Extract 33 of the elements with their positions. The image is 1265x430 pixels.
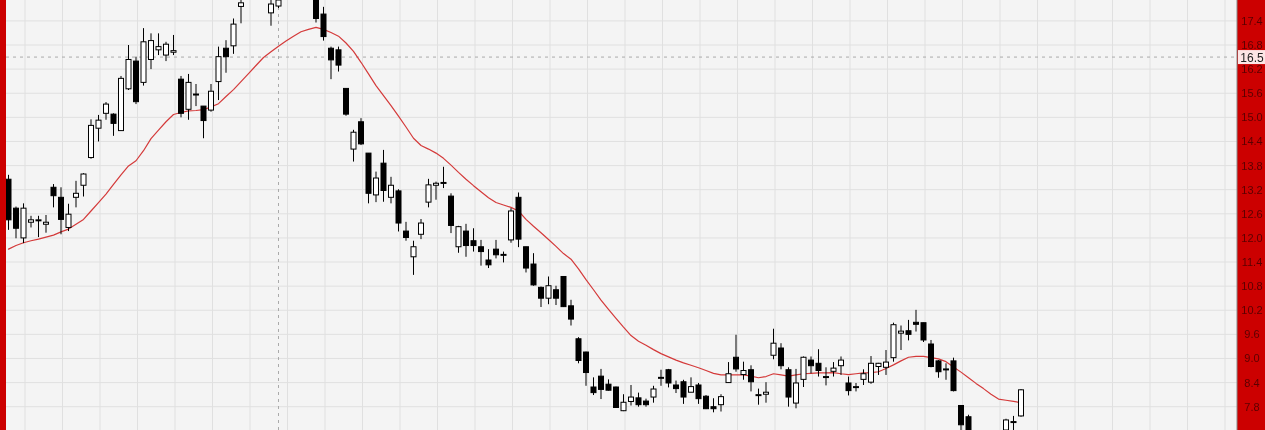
- y-tick-label: 13.8: [1241, 159, 1263, 172]
- y-tick-label: 16.8: [1241, 39, 1263, 52]
- candlestick: [718, 393, 724, 413]
- candlestick: [733, 334, 739, 373]
- candlestick: [73, 180, 79, 208]
- y-tick-label: 12.0: [1241, 231, 1263, 244]
- candlestick: [230, 17, 237, 55]
- candlestick: [410, 240, 417, 276]
- y-tick-label: 14.4: [1241, 135, 1263, 148]
- y-tick-label: 8.4: [1244, 376, 1260, 389]
- candlestick: [823, 366, 829, 386]
- candlestick: [725, 361, 732, 384]
- candlestick: [838, 355, 844, 376]
- candlestick: [403, 221, 409, 242]
- y-tick-label: 13.2: [1241, 183, 1263, 196]
- y-tick-label: 17.4: [1241, 14, 1263, 27]
- y-tick-label: 16.2: [1241, 63, 1263, 76]
- y-tick-label: 15.0: [1241, 111, 1263, 124]
- y-tick-label: 10.2: [1241, 304, 1263, 317]
- y-tick-label: 7.8: [1244, 400, 1260, 413]
- y-tick-label: 9.0: [1244, 352, 1260, 365]
- y-tick-label: 10.8: [1241, 280, 1263, 293]
- candlestick: [50, 183, 57, 208]
- y-tick-label: 11.4: [1241, 256, 1263, 269]
- ref-line-label: 16.5: [1240, 50, 1264, 65]
- y-tick-label: 15.6: [1241, 87, 1263, 100]
- candlestick: [43, 214, 49, 234]
- candlestick: [478, 239, 484, 267]
- candlestick: [80, 172, 87, 198]
- candlestick: [418, 218, 424, 240]
- y-tick-label: 12.6: [1241, 207, 1263, 220]
- y-tick-label: 9.6: [1244, 328, 1260, 341]
- candlestick: [485, 248, 492, 269]
